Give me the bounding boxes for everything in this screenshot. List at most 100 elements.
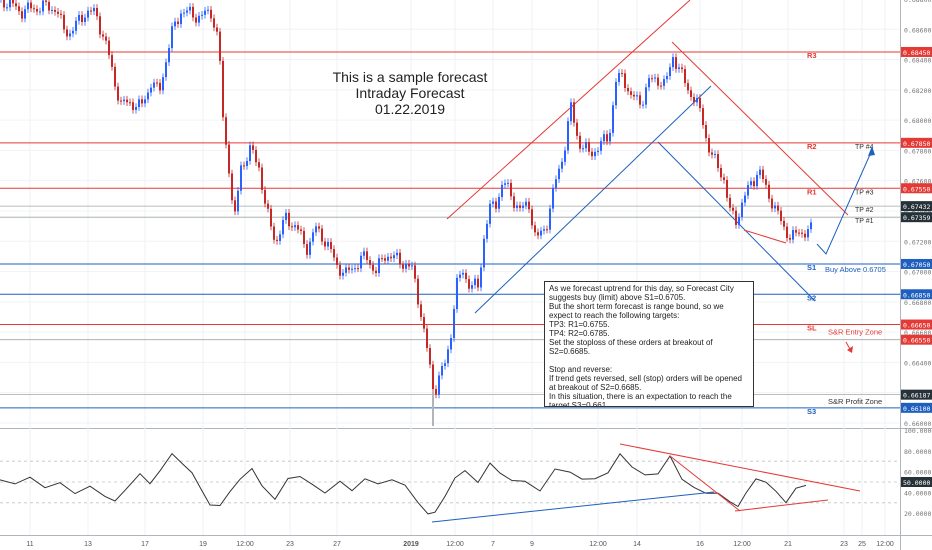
candle-body [210, 9, 212, 19]
candle-body [660, 85, 662, 87]
price-tick-label: 0.66400 [904, 359, 931, 367]
candle-body [9, 0, 11, 8]
candle-body [657, 77, 659, 86]
candle-body [522, 205, 524, 208]
candle-body [327, 241, 329, 247]
candle-body [93, 7, 95, 12]
candle-body [6, 7, 8, 9]
candle-body [690, 90, 692, 98]
candle-body [372, 264, 374, 271]
candle-body [432, 364, 434, 390]
candle-body [393, 255, 395, 259]
price-tag-text: 0.67550 [903, 185, 930, 193]
entry-arrow-head [847, 346, 853, 353]
candle-body [537, 232, 539, 236]
candle-body [672, 57, 674, 68]
candle-body [585, 142, 587, 149]
rsi-tick-label: 80.0000 [904, 448, 931, 456]
time-tick-label: 12:00 [876, 541, 894, 548]
candle-body [126, 99, 128, 103]
target-label: TP #3 [855, 189, 874, 196]
time-tick-label: 12:00 [589, 541, 607, 548]
candle-body [168, 48, 170, 63]
price-tag: 0.66850 [901, 289, 932, 300]
price-tag-text: 0.66100 [903, 405, 930, 413]
candle-body [729, 197, 731, 208]
candle-body [171, 26, 173, 49]
candle-body [144, 99, 146, 104]
candle-body [705, 125, 707, 139]
candle-body [438, 375, 440, 395]
level-label-r1: R1 [807, 187, 817, 196]
rsi-tick-label: 60.0000 [904, 469, 931, 477]
candle-body [450, 338, 452, 350]
candle-body [444, 363, 446, 366]
rsi-value-tag: 50.0000 [903, 479, 930, 487]
candle-body [99, 16, 101, 35]
price-tag: 0.68450 [901, 46, 932, 57]
rsi-trend-line [734, 499, 829, 512]
candle-body [429, 348, 431, 365]
note-spacer [549, 356, 749, 365]
candle-body [468, 279, 470, 289]
candle-body [552, 188, 554, 209]
candle-body [597, 150, 599, 152]
candle-body [108, 40, 110, 56]
candle-body [30, 2, 32, 9]
candle-body [645, 87, 647, 105]
candle-body [606, 134, 608, 142]
candle-body [315, 226, 317, 233]
candle-body [213, 18, 215, 28]
candle-body [192, 6, 194, 18]
candle-body [723, 177, 725, 180]
candle-body [798, 232, 800, 234]
candle-body [336, 257, 338, 265]
candle-body [141, 99, 143, 104]
candle-body [162, 77, 164, 91]
time-tick-label: 12:00 [446, 541, 464, 548]
candle-body [294, 225, 296, 228]
candle-body [516, 205, 518, 208]
candle-body [72, 30, 74, 34]
candle-body [510, 182, 512, 197]
candle-body [534, 225, 536, 233]
level-label-s1: S1 [807, 263, 816, 272]
candle-body [549, 208, 551, 230]
candle-body [561, 161, 563, 169]
axes: 11 13 17 19 12:00 23 27 2019 12:00 7 9 12:00 14 16 12:… [26, 0, 931, 548]
candle-body [480, 267, 482, 288]
candle-body [381, 258, 383, 260]
candle-body [390, 256, 392, 259]
annotations: TP #4 TP #3 TP #2 TP #1 Buy Above 0.6705 S&R … [816, 144, 886, 406]
candle-body [252, 145, 254, 150]
price-tick-label: 0.68800 [904, 0, 931, 4]
rsi-value-tag-bg [901, 477, 932, 487]
candle-body [183, 12, 185, 14]
candle-body [129, 102, 131, 104]
candle-body [804, 233, 806, 238]
price-tag-text: 0.67050 [903, 261, 930, 269]
candle-body [396, 252, 398, 256]
candle-body [138, 99, 140, 108]
trend-line [446, 0, 691, 220]
candle-body [642, 104, 644, 106]
price-tick-label: 0.68000 [904, 117, 931, 125]
price-tag: 0.67550 [901, 183, 932, 194]
target-label: TP #2 [855, 207, 874, 214]
candle-body [765, 179, 767, 185]
candle-body [426, 328, 428, 349]
candle-body [540, 230, 542, 236]
candle-body [135, 107, 137, 110]
candle-body [414, 265, 416, 279]
candle-body [306, 244, 308, 255]
candle-body [783, 220, 785, 227]
price-tick-label: 0.67000 [904, 269, 931, 277]
price-tag-bg [901, 389, 932, 400]
time-tick-label: 17 [141, 541, 149, 548]
price-tag-text: 0.67432 [903, 203, 930, 211]
candle-body [579, 135, 581, 149]
candle-body [81, 14, 83, 22]
title-line-3: 01.22.2019 [374, 101, 446, 117]
candle-body [573, 102, 575, 123]
